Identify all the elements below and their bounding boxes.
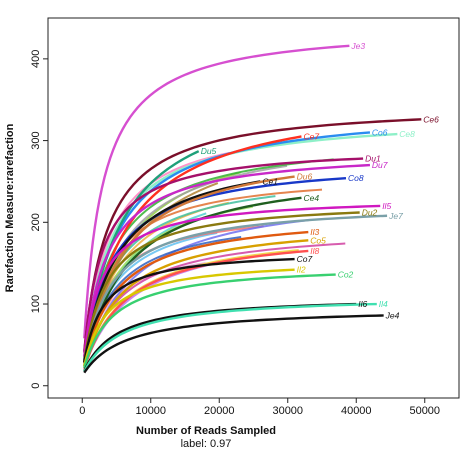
series-line-du2 <box>83 211 360 361</box>
series-label-il2: Il2 <box>297 265 306 275</box>
series-line-co8 <box>83 176 347 361</box>
series-label-du1: Du1 <box>365 154 381 164</box>
y-tick-label: 200 <box>30 213 42 231</box>
series-label-ce4: Ce4 <box>304 193 320 203</box>
x-tick-label: 20000 <box>204 405 235 417</box>
x-axis-title: Number of Reads Sampled <box>136 425 276 437</box>
x-tick-label: 10000 <box>135 405 166 417</box>
series-line-du1 <box>83 157 364 352</box>
y-tick-label: 0 <box>30 383 42 389</box>
y-axis-title: Rarefaction Measure:rarefaction <box>4 123 16 292</box>
series-label-je4: Je4 <box>385 311 400 321</box>
series-line-ce8 <box>83 132 398 358</box>
series-label-co2: Co2 <box>338 270 354 280</box>
series-label-du6: Du6 <box>297 172 313 182</box>
x-tick-label: 0 <box>79 405 85 417</box>
series-label-je7: Je7 <box>388 211 403 221</box>
series-line-il3 <box>83 230 309 367</box>
series-label-du7: Du7 <box>372 160 388 170</box>
series-label-il3: Il3 <box>310 227 319 237</box>
y-axis-ticks: 0 100 200 300 400 <box>30 50 48 389</box>
chart-sublabel: label: 0.97 <box>181 438 232 450</box>
x-tick-label: 30000 <box>272 405 303 417</box>
x-tick-label: 40000 <box>341 405 372 417</box>
y-tick-label: 100 <box>30 295 42 313</box>
filler-curve <box>83 151 230 354</box>
plot-frame <box>47 17 460 399</box>
series-line-co7 <box>83 257 295 363</box>
series-label-il8: Il8 <box>310 246 319 256</box>
series-line-je3 <box>83 44 350 339</box>
series-line-il6 <box>83 302 357 372</box>
series-line-il2 <box>83 268 295 367</box>
series-label-co8: Co8 <box>348 173 364 183</box>
y-tick-label: 400 <box>30 50 42 68</box>
series-label-ce6: Ce6 <box>423 114 439 124</box>
series-line-il5 <box>83 204 381 357</box>
y-tick-label: 300 <box>30 131 42 149</box>
series-line-je4 <box>83 314 384 374</box>
series-label-co6: Co6 <box>372 127 388 137</box>
series-line-co2 <box>83 273 336 369</box>
series-line-je7 <box>83 214 388 364</box>
series-label-ce7: Ce7 <box>304 132 320 142</box>
series-label-du2: Du2 <box>362 208 378 218</box>
series-label-du5: Du5 <box>201 146 217 156</box>
x-axis-ticks: 0 10000 20000 30000 40000 50000 <box>79 398 440 417</box>
series-label-ce8: Ce8 <box>399 129 415 139</box>
series-label-co5: Co5 <box>310 235 326 245</box>
series-label-il5: Il5 <box>382 201 391 211</box>
series-line-du7 <box>83 163 371 357</box>
series-label-co7: Co7 <box>297 254 313 264</box>
series-label-il6: Il6 <box>358 299 367 309</box>
series-line-il4 <box>83 302 377 373</box>
series-label-ce1: Ce1 <box>262 176 278 186</box>
series-curves-group <box>83 44 422 374</box>
series-line-ce6 <box>83 118 422 353</box>
series-label-il4: Il4 <box>379 299 388 309</box>
x-tick-label: 50000 <box>409 405 440 417</box>
series-label-je3: Je3 <box>350 41 365 51</box>
